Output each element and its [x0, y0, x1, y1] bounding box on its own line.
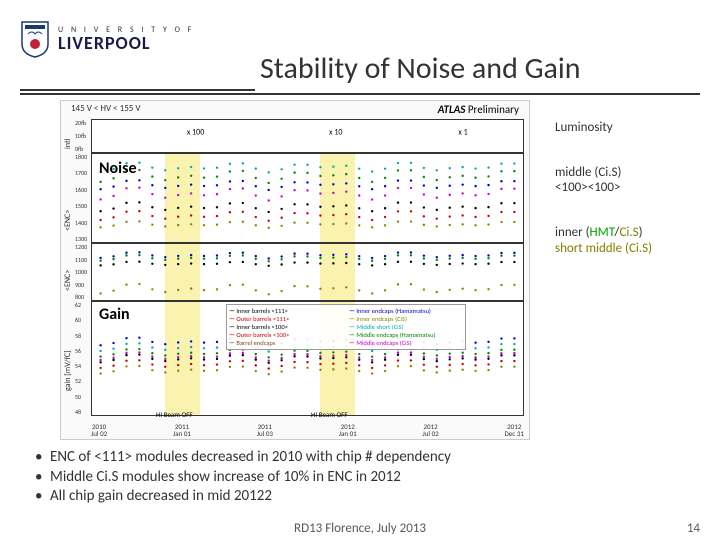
- yticks-p2: 180017001600150014001300: [75, 153, 87, 243]
- noise-curves-2: [92, 244, 523, 300]
- yticks-p1: 20fb10fb0fb: [75, 119, 86, 153]
- noise-curves-1: [92, 154, 523, 242]
- luminosity-curves: x 100 x 10 x 1: [92, 120, 523, 152]
- beam-off-label-2: HI Beam OFF: [311, 410, 348, 419]
- bullet-list: ENC of <111> modules decreased in 2010 w…: [30, 448, 451, 507]
- ylabel-intl: intl: [63, 139, 73, 149]
- logo-liverpool: LIVERPOOL: [58, 34, 194, 52]
- ylabel-gain: gain [mV/fC]: [63, 350, 73, 391]
- atlas-preliminary: ATLAS Preliminary: [438, 103, 519, 116]
- bullet-item: ENC of <111> modules decreased in 2010 w…: [30, 448, 451, 468]
- annotation-middle: middle (Ci.S) <100><100>: [555, 165, 621, 195]
- x-axis: 2010Jul 022011Jan 012011Jul 032012Jan 01…: [91, 423, 524, 437]
- ylabel-enc1: <ENC>: [63, 210, 73, 231]
- luminosity-panel: x 100 x 10 x 1: [91, 119, 524, 153]
- shield-icon: [20, 20, 50, 58]
- annotation-luminosity: Luminosity: [555, 120, 613, 135]
- slide-title: Stability of Noise and Gain: [260, 50, 581, 87]
- stability-chart: 145 V < HV < 155 V ATLAS Preliminary int…: [60, 100, 530, 440]
- svg-text:x 1: x 1: [458, 127, 467, 137]
- chart-hv-label: 145 V < HV < 155 V: [71, 103, 140, 114]
- title-underline: [20, 93, 700, 95]
- footer-text: RD13 Florence, July 2013: [0, 521, 720, 536]
- svg-text:x 10: x 10: [329, 127, 342, 137]
- noise-panel-1: [91, 153, 524, 243]
- annotation-inner: inner (HMT/Ci.S) short middle (Ci.S): [555, 225, 652, 256]
- beam-off-label-1: HI Beam OFF: [156, 410, 193, 419]
- gain-label: Gain: [99, 305, 130, 324]
- yticks-p4: 6260585654525048: [75, 301, 81, 416]
- chart-legend: Inner barrels <111>Inner endcaps (Hamama…: [226, 304, 466, 350]
- bullet-item: All chip gain decreased in mid 20122: [30, 487, 451, 507]
- university-logo: U N I V E R S I T Y O F LIVERPOOL: [20, 20, 194, 58]
- ylabel-enc2: <ENC>: [63, 270, 73, 291]
- noise-label: Noise: [99, 159, 137, 178]
- svg-text:x 100: x 100: [187, 127, 204, 137]
- page-number: 14: [687, 521, 700, 536]
- bullet-item: Middle Ci.S modules show increase of 10%…: [30, 468, 451, 488]
- yticks-p3: 120011001000900800: [75, 243, 87, 301]
- noise-panel-2: [91, 243, 524, 301]
